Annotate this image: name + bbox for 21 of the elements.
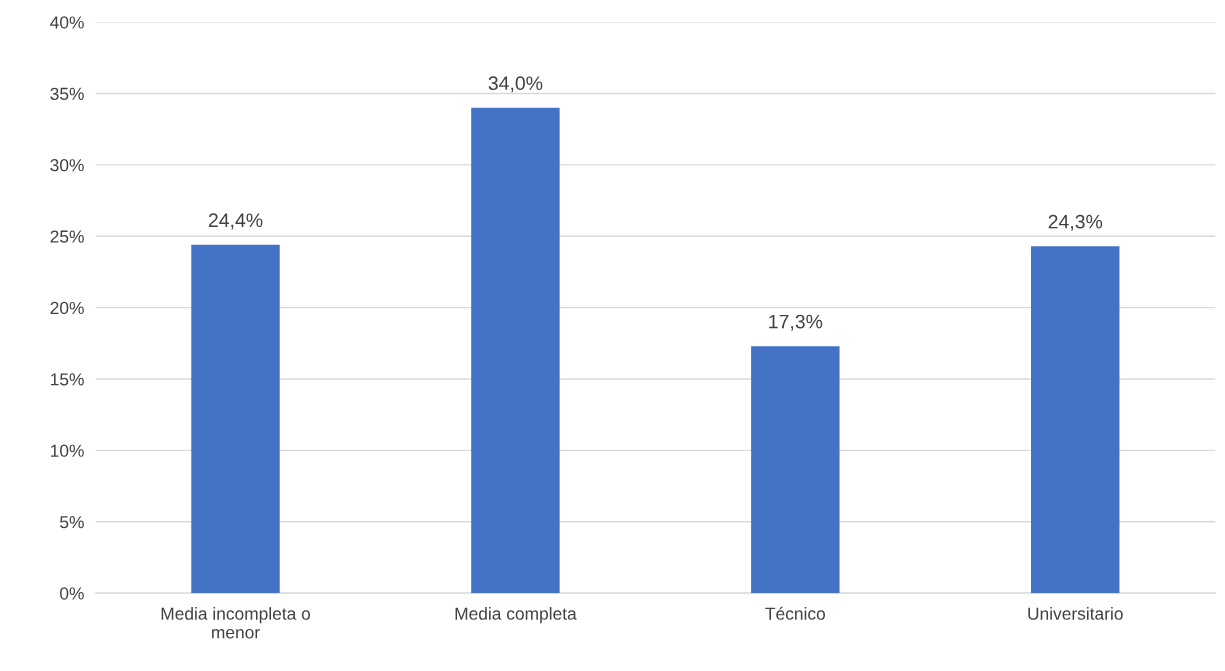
- y-tick-label: 0%: [60, 587, 84, 600]
- bar: [751, 346, 840, 594]
- y-tick-label: 20%: [50, 301, 84, 315]
- y-tick-label: 15%: [51, 373, 84, 386]
- x-tick-label: Media completa: [455, 607, 577, 624]
- data-label: 24,4%: [208, 213, 263, 230]
- data-label: 17,3%: [769, 314, 823, 331]
- x-tick-label: Universitario: [1028, 607, 1123, 620]
- bar: [471, 107, 560, 594]
- data-label: 24,3%: [1048, 214, 1103, 231]
- y-tick-label: 10%: [51, 444, 84, 457]
- y-tick-label: 5%: [60, 516, 84, 529]
- bar: [191, 244, 280, 594]
- y-tick-label: 40%: [50, 16, 84, 29]
- data-label: 34,0%: [488, 76, 543, 93]
- y-tick-label: 35%: [50, 87, 84, 100]
- y-tick-label: 30%: [50, 159, 84, 172]
- y-tick-label: 25%: [50, 230, 84, 243]
- x-tick-label: Media incompleta o menor: [161, 607, 311, 639]
- x-tick-label: Técnico: [765, 606, 825, 620]
- bar: [1031, 246, 1120, 594]
